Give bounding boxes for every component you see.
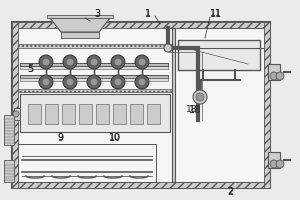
Circle shape xyxy=(111,75,125,89)
Bar xyxy=(147,104,160,124)
Bar xyxy=(12,22,18,188)
Bar xyxy=(96,104,109,124)
Text: 5: 5 xyxy=(27,64,33,74)
Bar xyxy=(268,64,280,80)
Circle shape xyxy=(276,160,284,168)
Circle shape xyxy=(270,160,278,168)
Circle shape xyxy=(87,55,101,69)
Circle shape xyxy=(114,58,122,66)
Bar xyxy=(130,104,143,124)
Circle shape xyxy=(164,44,172,52)
Bar xyxy=(113,104,126,124)
Bar xyxy=(79,104,92,124)
Text: 3: 3 xyxy=(94,9,100,19)
Text: 10: 10 xyxy=(109,134,121,142)
Circle shape xyxy=(138,78,146,86)
Bar xyxy=(268,152,280,168)
Bar xyxy=(28,104,41,124)
Text: 5: 5 xyxy=(27,66,33,74)
Bar xyxy=(18,44,172,48)
Circle shape xyxy=(276,72,284,80)
Text: 1: 1 xyxy=(145,9,151,19)
Circle shape xyxy=(196,93,204,101)
Circle shape xyxy=(66,58,74,66)
Bar xyxy=(178,40,260,70)
Circle shape xyxy=(87,75,101,89)
Bar xyxy=(20,66,168,69)
Circle shape xyxy=(193,90,207,104)
Circle shape xyxy=(13,111,19,117)
Bar xyxy=(18,89,172,92)
Bar xyxy=(20,75,168,78)
Circle shape xyxy=(66,78,74,86)
Bar xyxy=(18,144,156,182)
Text: 18: 18 xyxy=(186,106,198,114)
Bar xyxy=(61,32,99,38)
Bar xyxy=(4,115,14,145)
Text: 11: 11 xyxy=(210,9,222,19)
Text: 11: 11 xyxy=(210,9,222,19)
Circle shape xyxy=(42,58,50,66)
Circle shape xyxy=(90,78,98,86)
Bar xyxy=(4,160,14,182)
Bar xyxy=(14,108,20,120)
Circle shape xyxy=(270,72,278,80)
Bar xyxy=(45,104,58,124)
Bar xyxy=(12,182,270,188)
Text: 2: 2 xyxy=(227,188,233,196)
Polygon shape xyxy=(50,18,110,32)
Text: 10: 10 xyxy=(109,133,121,143)
Text: 3: 3 xyxy=(94,9,100,19)
Circle shape xyxy=(135,75,149,89)
Circle shape xyxy=(135,55,149,69)
Circle shape xyxy=(111,55,125,69)
Text: 18: 18 xyxy=(189,105,201,115)
Circle shape xyxy=(138,58,146,66)
Circle shape xyxy=(42,78,50,86)
Bar xyxy=(20,78,168,81)
Text: 9: 9 xyxy=(57,134,63,142)
Text: 1: 1 xyxy=(145,9,151,19)
Circle shape xyxy=(63,55,77,69)
Circle shape xyxy=(114,78,122,86)
Bar xyxy=(62,104,75,124)
Text: 9: 9 xyxy=(57,133,63,143)
Bar xyxy=(20,94,170,132)
Circle shape xyxy=(39,55,53,69)
Text: 2: 2 xyxy=(227,187,233,197)
Bar xyxy=(264,22,270,188)
Bar xyxy=(12,22,270,28)
Bar xyxy=(47,15,113,18)
Bar xyxy=(12,22,270,188)
Bar xyxy=(20,63,168,66)
Bar xyxy=(172,28,175,182)
Circle shape xyxy=(90,58,98,66)
Circle shape xyxy=(63,75,77,89)
Circle shape xyxy=(39,75,53,89)
